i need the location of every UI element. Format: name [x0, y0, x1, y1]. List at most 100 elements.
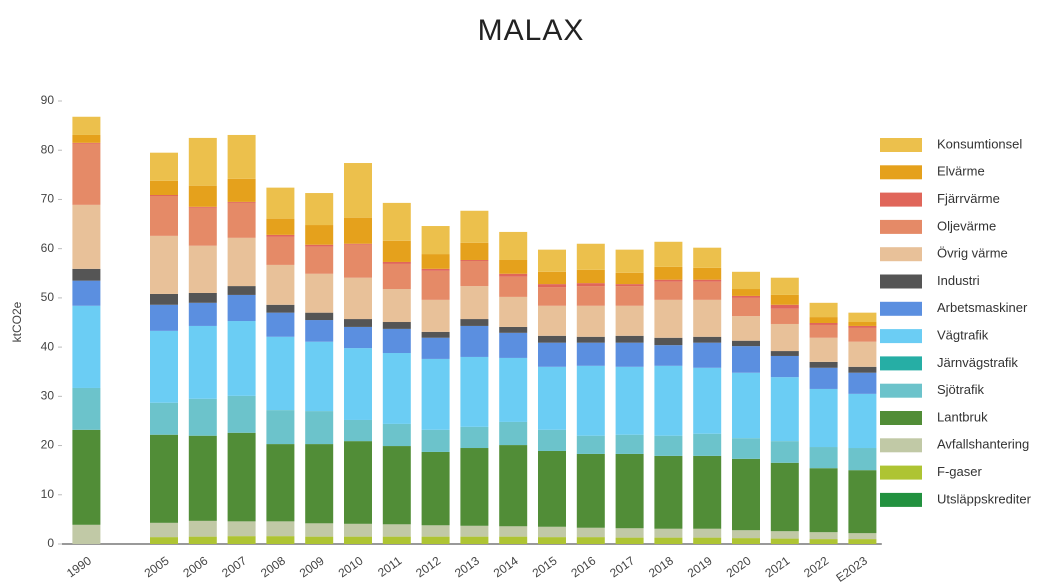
legend-label: Konsumtionsel — [937, 136, 1022, 151]
legend-swatch — [880, 301, 922, 316]
bar-segment — [770, 441, 799, 463]
bar-segment — [732, 530, 760, 539]
bar-segment — [576, 336, 605, 343]
bar-segment — [227, 202, 256, 238]
bar-segment — [809, 324, 838, 338]
x-tick-label: 2021 — [762, 553, 792, 580]
bar-segment — [538, 526, 566, 538]
bar-segment — [421, 270, 450, 300]
bar-segment — [693, 267, 722, 280]
bar-segment — [615, 335, 644, 343]
bar-segment — [150, 180, 178, 196]
bar-segment — [654, 365, 683, 436]
x-tick-label: 2022 — [801, 553, 831, 580]
bar-segment — [72, 142, 101, 144]
bar-segment — [150, 330, 178, 403]
bar-segment — [382, 328, 411, 354]
bar-segment — [227, 521, 256, 537]
x-tick-label: 1990 — [64, 553, 94, 580]
bar-segment — [732, 438, 760, 459]
bar-segment — [615, 528, 644, 538]
bar-segment — [227, 294, 256, 322]
bar-segment — [421, 268, 450, 271]
bar-segment — [499, 276, 528, 297]
bar-segment — [770, 304, 799, 309]
bar-segment — [460, 525, 489, 537]
x-tick-label: 2019 — [685, 553, 715, 580]
bar-segment — [499, 421, 528, 446]
bar-segment — [266, 536, 295, 544]
bar-segment — [266, 218, 295, 235]
x-tick-label: 2010 — [336, 553, 366, 580]
bar-segment — [382, 240, 411, 262]
bar-segment — [654, 279, 683, 282]
bar-segment — [421, 331, 450, 338]
bar-segment — [615, 272, 644, 285]
bar-segment — [421, 429, 450, 452]
legend-swatch — [880, 247, 922, 262]
bar-segment — [344, 348, 372, 420]
bar-segment — [538, 450, 566, 527]
legend-label: Oljevärme — [937, 218, 996, 233]
legend-swatch — [880, 165, 922, 180]
bar-segment — [615, 453, 644, 529]
bar-segment — [72, 305, 101, 388]
bar-segment — [72, 429, 101, 525]
bar-segment — [227, 321, 256, 396]
bar-segment — [344, 243, 372, 245]
bar-segment — [693, 528, 722, 538]
x-tick-label: 2011 — [375, 553, 404, 579]
bar-segment — [654, 266, 683, 280]
bar-segment — [305, 320, 334, 342]
legend-label: F-gaser — [937, 464, 982, 479]
legend-swatch — [880, 138, 922, 152]
bar-segment — [809, 361, 838, 368]
chart-title: MALAX — [478, 14, 585, 47]
bar-segment — [150, 195, 178, 236]
bar-segment — [770, 308, 799, 324]
bar-segment — [732, 295, 760, 298]
bar-segment — [305, 341, 334, 412]
x-tick-label: 2014 — [491, 553, 521, 580]
bar-segment — [693, 342, 722, 368]
bar-segment — [460, 356, 489, 427]
bar-segment — [72, 524, 101, 544]
bar-segment — [72, 204, 101, 269]
bar-segment — [732, 346, 760, 373]
bar-segment — [499, 231, 528, 260]
bar-segment — [615, 305, 644, 336]
bar-segment — [809, 388, 838, 448]
bar-segment — [344, 523, 372, 537]
bar-segment — [848, 533, 877, 540]
legend-swatch — [880, 411, 922, 425]
bar-segment — [576, 435, 605, 454]
bar-segment — [499, 357, 528, 422]
bar-segment — [770, 294, 799, 305]
bar-segment — [538, 284, 566, 288]
legend-swatch — [880, 329, 922, 344]
y-tick-label: 60 — [41, 241, 55, 255]
bar-segment — [615, 286, 644, 306]
bar-segment — [344, 441, 372, 524]
bar-segment — [499, 445, 528, 527]
bar-segment — [615, 366, 644, 435]
y-axis-label: ktCO2e — [10, 301, 24, 342]
bar-segment — [538, 305, 566, 336]
bar-segment — [693, 299, 722, 337]
bar-segment — [188, 435, 217, 521]
bar-segment — [770, 377, 799, 442]
bar-segment — [732, 297, 760, 317]
bar-segment — [809, 468, 838, 533]
bar-segment — [72, 134, 101, 143]
bar-segment — [460, 286, 489, 320]
bar-segment — [576, 537, 605, 544]
bar-segment — [266, 444, 295, 522]
bar-segment — [305, 273, 334, 313]
bar-segment — [344, 244, 372, 278]
bar-segment — [382, 202, 411, 241]
bar-segment — [576, 269, 605, 284]
bar-segment — [615, 249, 644, 273]
bar-segment — [809, 317, 838, 323]
bar-segment — [576, 286, 605, 306]
bar-segment — [421, 337, 450, 359]
